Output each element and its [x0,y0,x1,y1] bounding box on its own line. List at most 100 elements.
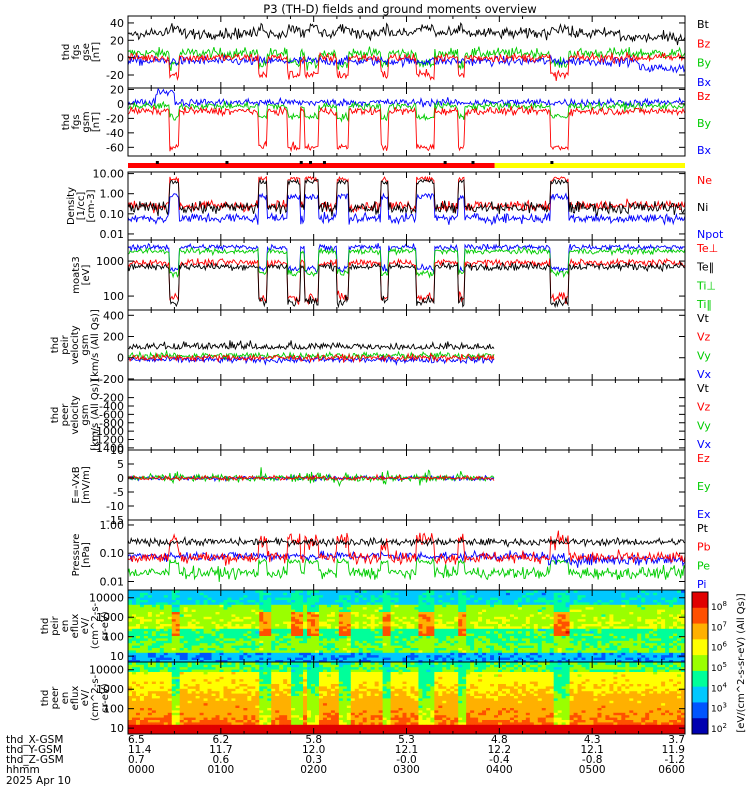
spec-cell [406,621,411,624]
spec-cell [366,626,372,629]
spec-cell [482,628,487,632]
y-axis-label-line: [cm-3] [86,189,97,222]
spec-cell [470,602,475,605]
spec-cell [311,640,316,644]
spec-cell [295,630,300,634]
spec-cell [139,676,145,680]
spec-cell [151,642,157,646]
spec-cell [251,645,256,648]
spec-cell [665,626,670,629]
spec-cell [163,618,169,622]
spec-cell [649,626,654,629]
y-tick-label: -40 [106,127,124,140]
spec-cell [462,611,467,615]
spec-cell [561,604,567,608]
spec-cell [135,729,141,732]
spec-cell [486,647,491,651]
spec-cell [275,628,280,632]
spec-cell [219,657,224,660]
spec-cell [434,609,439,612]
spec-cell [330,592,336,596]
spec-cell [203,654,208,658]
spec-cell [243,618,248,622]
spec-cell [450,647,455,651]
spec-cell [645,611,650,615]
spec-cell [135,659,141,663]
spec-cell [382,638,388,641]
spec-cell [442,602,447,605]
spec-cell [410,647,415,651]
spec-cell [227,626,232,629]
spec-cell [629,650,634,653]
spec-cell [318,630,324,634]
spec-cell [279,616,284,620]
spec-cell [529,659,535,663]
spec-cell [183,611,189,615]
spec-cell [219,642,224,646]
spec-cell [247,638,252,641]
spec-cell [597,630,602,634]
spec-cell [597,606,602,610]
spec-cell [505,633,511,636]
spec-cell [135,686,141,689]
spec-cell [215,618,220,622]
spec-cell [295,606,300,610]
spec-cell [291,635,296,639]
spec-cell [585,594,590,598]
spec-cell [549,621,555,624]
spec-cell [478,647,483,651]
spec-cell [374,628,380,632]
y-tick-label: -600 [99,408,124,421]
spec-cell [259,606,264,610]
spec-cell [338,650,344,653]
spec-cell [390,626,395,629]
spec-cell [398,628,403,632]
spec-cell [326,614,332,617]
spec-cell [179,621,185,624]
spec-cell [589,647,594,651]
spec-cell [135,712,141,716]
spec-cell [454,628,459,632]
spec-cell [553,652,559,656]
spec-cell [267,594,272,598]
spec-cell [418,602,423,605]
spec-cell [593,654,598,658]
spec-cell [665,628,670,632]
spec-cell [426,647,431,651]
spec-cell [187,626,193,629]
spec-cell [326,645,332,648]
spec-cell [446,635,451,639]
spec-cell [597,626,602,629]
spec-cell [486,616,491,620]
spec-cell [370,614,376,617]
spec-cell [255,597,260,600]
spec-cell [597,654,602,658]
spec-cell [661,633,666,636]
spec-cell [617,594,622,598]
spec-cell [681,626,686,629]
spec-cell [307,592,312,596]
spec-cell [259,609,264,612]
spec-cell [131,686,137,689]
spec-cell [151,606,157,610]
y-axis-label: Pressure[nPa] [71,534,92,577]
spec-cell [462,606,467,610]
spec-cell [486,650,491,653]
spec-cell [223,650,228,653]
spec-cell [653,602,658,605]
spec-cell [589,618,594,622]
spec-cell [661,621,666,624]
spec-cell [362,659,368,663]
spec-cell [490,602,495,605]
spec-cell [398,623,403,627]
y-tick-label: -20 [106,112,124,125]
spec-cell [374,592,380,596]
spec-cell [605,645,610,648]
spec-cell [617,609,622,612]
spec-cell [649,654,654,658]
spec-cell [605,638,610,641]
spec-cell [661,628,666,632]
spec-cell [215,611,220,615]
spec-cell [143,650,149,653]
spec-cell [199,654,204,658]
